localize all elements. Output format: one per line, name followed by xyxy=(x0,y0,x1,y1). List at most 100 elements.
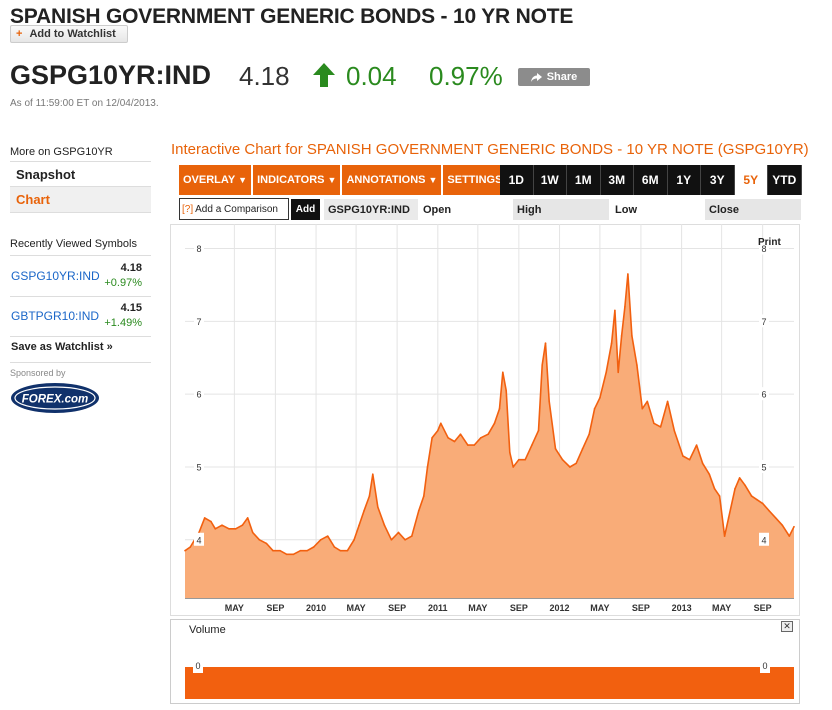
help-icon[interactable]: [?] xyxy=(182,203,194,215)
data-point xyxy=(524,458,526,461)
add-to-watchlist-button[interactable]: + Add to Watchlist xyxy=(10,25,128,43)
volume-tick-label: 0 xyxy=(193,659,203,673)
y-tick-bg xyxy=(759,387,769,401)
comparison-input[interactable]: [?] Add a Comparison xyxy=(179,198,289,220)
annotations-dropdown[interactable]: ANNOTATIONS ▼ xyxy=(342,165,442,195)
data-point xyxy=(701,462,704,465)
x-tick-label: SEP xyxy=(632,603,650,613)
page-title: SPANISH GOVERNMENT GENERIC BONDS - 10 YR… xyxy=(10,5,574,28)
data-point xyxy=(467,444,469,446)
range-button-1w[interactable]: 1W xyxy=(533,165,567,195)
sidebar-item-label: Snapshot xyxy=(16,166,76,182)
data-point xyxy=(480,437,482,439)
range-button-1m[interactable]: 1M xyxy=(567,165,601,195)
data-point xyxy=(653,422,655,425)
data-point xyxy=(512,466,514,468)
data-point xyxy=(390,538,393,541)
data-point xyxy=(440,422,442,425)
forex-logo-text: FOREX.com xyxy=(22,394,88,406)
y-tick-label: 6 xyxy=(761,390,766,400)
data-point xyxy=(614,309,616,312)
data-point xyxy=(544,342,547,344)
overlay-dropdown[interactable]: OVERLAY ▼ xyxy=(179,165,252,195)
share-button[interactable]: Share xyxy=(518,68,590,86)
recent-symbol-link[interactable]: GBTPGR10:IND xyxy=(11,309,100,323)
data-point xyxy=(326,535,329,537)
volume-panel xyxy=(170,619,800,704)
caret-down-icon: ▼ xyxy=(327,175,337,185)
data-point xyxy=(666,400,669,403)
range-button-3y[interactable]: 3Y xyxy=(701,165,735,195)
data-point xyxy=(228,528,230,530)
data-point xyxy=(708,473,711,476)
data-point xyxy=(554,447,557,450)
range-button-1d[interactable]: 1D xyxy=(500,165,534,195)
data-point xyxy=(575,462,578,465)
data-point xyxy=(426,466,429,468)
x-tick-label: SEP xyxy=(754,603,772,613)
data-point xyxy=(221,524,223,526)
data-point xyxy=(774,517,777,519)
y-tick-bg xyxy=(759,532,769,546)
data-point xyxy=(210,520,212,523)
data-point xyxy=(422,495,425,497)
data-point xyxy=(363,509,365,512)
dropdown-label: OVERLAY xyxy=(183,174,236,186)
y-tick-bg xyxy=(759,314,769,328)
volume-bar xyxy=(185,667,794,699)
data-point xyxy=(727,517,730,519)
data-point xyxy=(561,458,564,461)
data-point xyxy=(437,429,439,432)
data-point xyxy=(659,426,662,428)
data-point xyxy=(346,549,349,552)
dropdown-label: ANNOTATIONS xyxy=(346,174,426,186)
y-tick-bg xyxy=(194,314,204,328)
data-point xyxy=(695,444,698,446)
data-point xyxy=(738,477,741,479)
range-button-3m[interactable]: 3M xyxy=(600,165,634,195)
ohlc-close: Close xyxy=(705,199,801,220)
y-tick-label: 5 xyxy=(761,462,766,472)
chart-title: Interactive Chart for SPANISH GOVERNMENT… xyxy=(171,141,809,158)
plus-icon: + xyxy=(16,28,23,40)
data-point xyxy=(723,535,726,537)
data-point xyxy=(688,458,691,461)
print-link[interactable]: Print xyxy=(758,237,781,248)
x-tick-label: SEP xyxy=(510,603,528,613)
add-comparison-button[interactable]: Add xyxy=(291,199,320,220)
dropdown-label: SETTINGS xyxy=(447,174,503,186)
data-point xyxy=(333,546,336,548)
forex-logo[interactable]: FOREX.com xyxy=(10,382,100,414)
data-point xyxy=(265,542,268,545)
sidebar-item-chart[interactable]: Chart xyxy=(10,187,151,213)
sidebar-item-snapshot[interactable]: Snapshot xyxy=(10,161,151,187)
y-tick-label: 5 xyxy=(196,462,201,472)
data-point xyxy=(258,538,261,541)
recent-symbol-link[interactable]: GSPG10YR:IND xyxy=(11,269,100,283)
x-tick-label: 2011 xyxy=(428,603,448,613)
data-point xyxy=(548,400,550,403)
volume-tick-label: 0 xyxy=(760,659,770,673)
indicators-dropdown[interactable]: INDICATORS ▼ xyxy=(253,165,341,195)
data-point xyxy=(502,371,504,374)
range-button-5y[interactable]: 5Y xyxy=(734,165,768,195)
data-point xyxy=(431,437,433,439)
save-as-watchlist-link[interactable]: Save as Watchlist » xyxy=(11,341,113,353)
data-point xyxy=(761,502,764,505)
data-point xyxy=(505,389,507,392)
range-button-ytd[interactable]: YTD xyxy=(768,165,802,195)
range-button-1y[interactable]: 1Y xyxy=(667,165,701,195)
data-point xyxy=(718,495,721,497)
recent-symbol-change: +0.97% xyxy=(104,277,142,289)
y-tick-label: 4 xyxy=(196,535,201,545)
y-tick-label: 8 xyxy=(196,244,201,254)
data-point xyxy=(569,466,571,468)
data-point xyxy=(358,524,360,526)
data-point xyxy=(673,429,676,432)
price-chart[interactable]: 4 4 5 5 6 6 7 7 8 8 MAY SEP 2010 MAY SEP 2011 MAY SEP 2012… xyxy=(170,224,800,616)
data-point xyxy=(459,433,462,435)
range-button-6m[interactable]: 6M xyxy=(634,165,668,195)
close-icon[interactable]: ✕ xyxy=(781,621,793,632)
ohlc-symbol: GSPG10YR:IND xyxy=(324,199,418,220)
data-point xyxy=(285,553,288,556)
